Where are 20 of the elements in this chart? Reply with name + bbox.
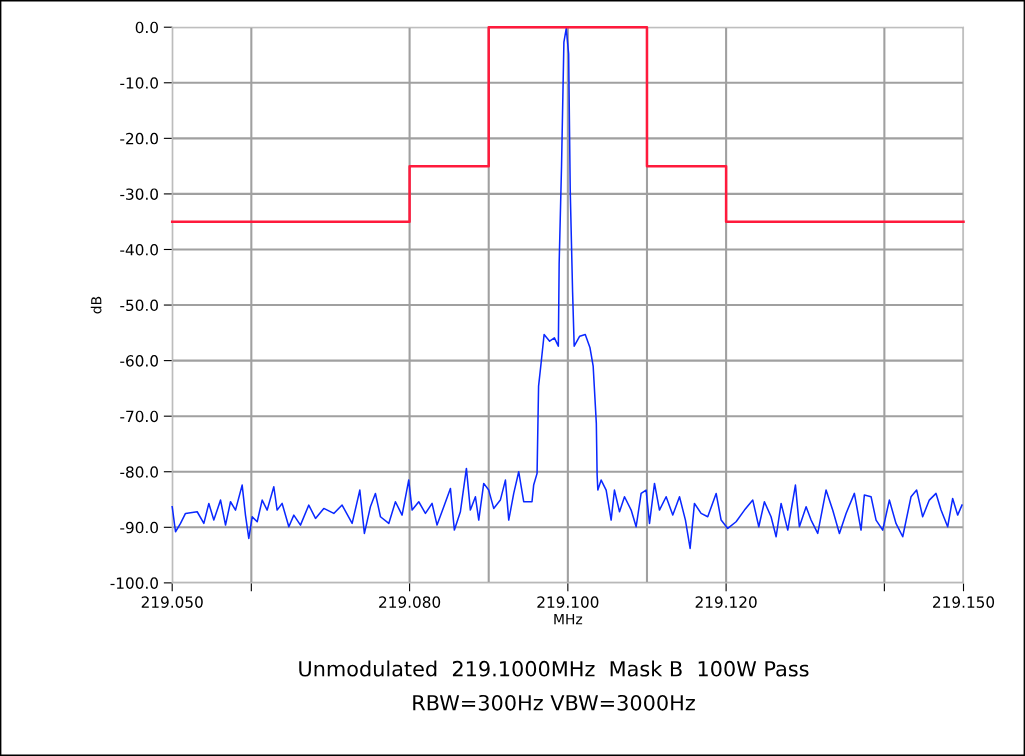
x-tick-label: 219.150 (933, 596, 995, 608)
y-axis-title: dB (90, 296, 102, 314)
x-axis-title: MHz (554, 614, 583, 625)
x-tick-label: 219.120 (695, 596, 757, 608)
y-tick-label: -100.0 (110, 577, 158, 589)
y-tick-label: -20.0 (120, 132, 158, 145)
y-tick-label: -70.0 (120, 410, 158, 423)
y-tick-label: -40.0 (120, 243, 158, 256)
x-tick-label: 219.050 (141, 596, 203, 608)
y-tick-label: -10.0 (120, 77, 158, 89)
text: RBW=300Hz VBW=3000Hz (413, 694, 695, 711)
y-tick-label: 0.0 (135, 21, 158, 34)
y-tick-label: -90.0 (120, 521, 158, 534)
text: Unmodulated 219.1000MHz Mask B 100W Pass (299, 660, 809, 677)
y-tick-label: -60.0 (120, 355, 158, 367)
x-tick-label: 219.080 (379, 596, 441, 608)
y-tick-label: -30.0 (120, 188, 158, 200)
y-tick-label: -50.0 (120, 299, 158, 312)
y-tick-label: -80.0 (120, 466, 158, 478)
x-tick-label: 219.100 (537, 596, 599, 608)
